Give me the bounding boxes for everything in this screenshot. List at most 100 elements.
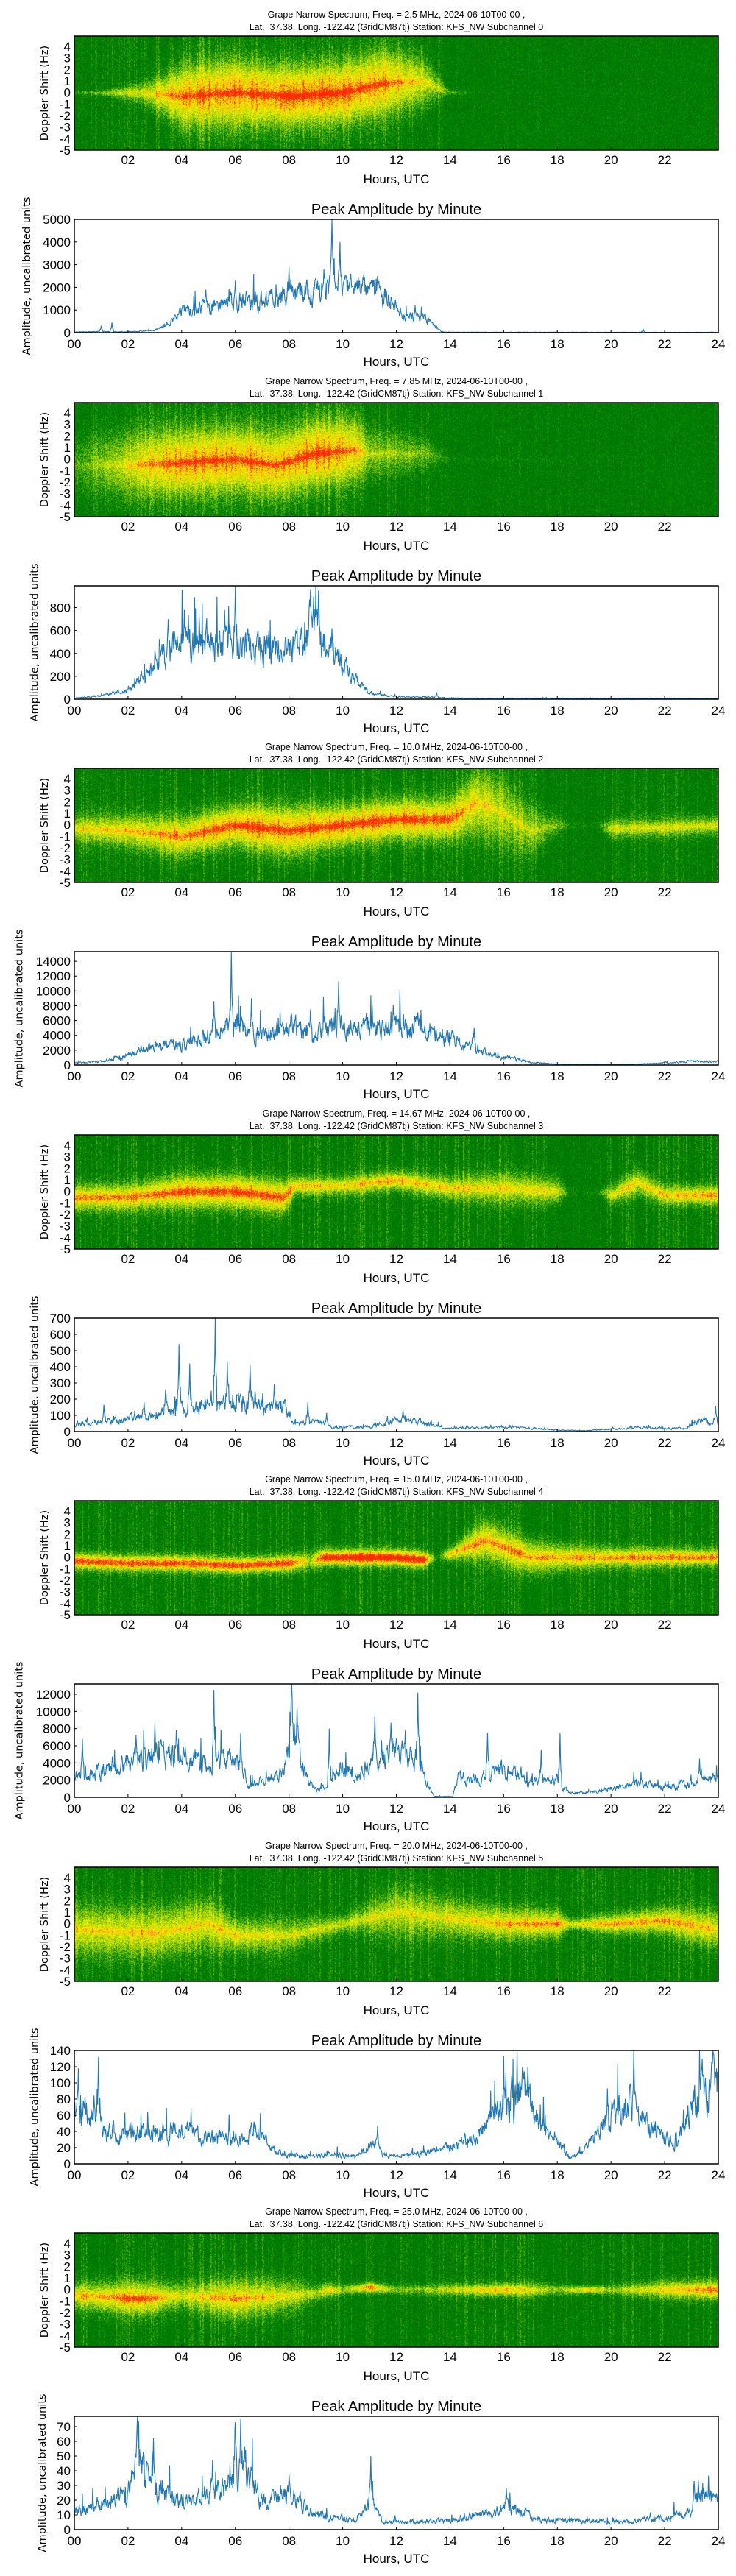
spectrogram-x-tick-label: 10 xyxy=(336,885,350,899)
amplitude-x-tick-label: 06 xyxy=(228,1069,242,1083)
panel-0: Grape Narrow Spectrum, Freq. = 2.5 MHz, … xyxy=(0,0,736,369)
spectrogram-x-tick-label: 08 xyxy=(282,885,296,899)
amplitude-title: Peak Amplitude by Minute xyxy=(311,202,481,218)
amplitude-y-tick-label: 4000 xyxy=(43,1756,71,1770)
amplitude-x-tick-label: 10 xyxy=(336,1069,350,1083)
spectrogram-x-tick-label: 10 xyxy=(336,2350,350,2364)
spectrogram-y-tick-label: -5 xyxy=(60,510,71,524)
amplitude-y-tick-label: 50 xyxy=(57,2449,71,2463)
spectrogram-x-axis-label: Hours, UTC xyxy=(364,2003,430,2017)
amplitude-x-tick-label: 18 xyxy=(551,337,565,351)
spectrogram-x-tick-label: 18 xyxy=(551,520,565,534)
amplitude-y-axis-label: Amplitude, uncalibrated units xyxy=(21,197,33,355)
amplitude-x-tick-label: 24 xyxy=(712,2168,726,2182)
amplitude-y-tick-label: 800 xyxy=(50,601,71,615)
spectrogram-x-tick-label: 22 xyxy=(658,520,672,534)
spectrogram-x-tick-label: 12 xyxy=(389,1252,403,1266)
amplitude-x-tick-label: 16 xyxy=(497,2534,511,2548)
spectrogram-x-tick-label: 04 xyxy=(174,1618,188,1632)
spectrogram-y-tick-label: 4 xyxy=(64,406,71,420)
amplitude-x-tick-label: 10 xyxy=(336,2534,350,2548)
amplitude-x-tick-label: 08 xyxy=(282,2168,296,2182)
spectrogram-x-tick-label: 22 xyxy=(658,1618,672,1632)
amplitude-y-tick-label: 0 xyxy=(64,1425,71,1439)
amplitude-plot-area xyxy=(74,2050,718,2164)
amplitude-x-tick-label: 06 xyxy=(228,704,242,718)
amplitude-x-tick-label: 04 xyxy=(174,1436,188,1450)
amplitude-x-tick-label: 06 xyxy=(228,2534,242,2548)
amplitude-x-tick-label: 04 xyxy=(174,337,188,351)
amplitude-y-tick-label: 4000 xyxy=(43,1029,71,1043)
amplitude-y-axis-label: Amplitude, uncalibrated units xyxy=(29,1295,41,1454)
panel-1: Grape Narrow Spectrum, Freq. = 7.85 MHz,… xyxy=(0,367,736,735)
spectrogram-y-axis-label: Doppler Shift (Hz) xyxy=(39,2243,51,2338)
amplitude-x-tick-label: 10 xyxy=(336,1436,350,1450)
amplitude-x-tick-label: 10 xyxy=(336,337,350,351)
amplitude-x-tick-label: 02 xyxy=(121,337,135,351)
amplitude-x-tick-label: 06 xyxy=(228,1802,242,1816)
amplitude-title: Peak Amplitude by Minute xyxy=(311,2399,481,2415)
amplitude-y-tick-label: 70 xyxy=(57,2420,71,2434)
spectrogram-x-tick-label: 16 xyxy=(497,1252,511,1266)
spectrogram-x-tick-label: 20 xyxy=(604,153,618,167)
spectrogram-heatmap xyxy=(74,1866,718,1981)
amplitude-x-tick-label: 02 xyxy=(121,1436,135,1450)
spectrogram-y-tick-label: 0 xyxy=(64,2283,71,2297)
spectrogram-heatmap xyxy=(74,36,718,150)
amplitude-x-tick-label: 18 xyxy=(551,1436,565,1450)
amplitude-plot-area xyxy=(74,585,718,699)
amplitude-x-tick-label: 06 xyxy=(228,2168,242,2182)
amplitude-y-tick-label: 2000 xyxy=(43,1044,71,1058)
spectrogram-x-tick-label: 06 xyxy=(228,2350,242,2364)
amplitude-x-tick-label: 06 xyxy=(228,337,242,351)
spectrogram-x-tick-label: 04 xyxy=(174,885,188,899)
amplitude-x-tick-label: 12 xyxy=(389,2168,403,2182)
amplitude-x-axis-label: Hours, UTC xyxy=(364,721,430,735)
spectrogram-y-tick-label: -4 xyxy=(60,1596,71,1610)
amplitude-x-tick-label: 16 xyxy=(497,704,511,718)
spectrogram-title-line2: Lat. 37.38, Long. -122.42 (GridCM87tj) S… xyxy=(249,1853,544,1864)
amplitude-y-tick-label: 100 xyxy=(50,1409,71,1423)
spectrogram-frame xyxy=(74,1866,719,1982)
spectrogram-x-tick-label: 06 xyxy=(228,520,242,534)
spectrogram-y-tick-label: 4 xyxy=(64,1139,71,1153)
amplitude-x-tick-label: 24 xyxy=(712,2534,726,2548)
amplitude-y-tick-label: 400 xyxy=(50,1360,71,1374)
amplitude-y-axis-label: Amplitude, uncalibrated units xyxy=(37,2394,49,2552)
panel-axes: 02 04 06 08 10 12 14 16 18 20 22-5-4-3-2-101234Hou… xyxy=(14,768,725,1101)
amplitude-title: Peak Amplitude by Minute xyxy=(311,1301,481,1317)
spectrogram-y-tick-label: 2 xyxy=(64,795,71,809)
amplitude-y-axis-label: Amplitude, uncalibrated units xyxy=(14,930,26,1088)
spectrogram-x-tick-label: 02 xyxy=(121,153,135,167)
amplitude-y-tick-label: 0 xyxy=(64,1058,71,1072)
amplitude-y-tick-label: 80 xyxy=(57,2092,71,2106)
amplitude-y-tick-label: 1000 xyxy=(43,303,71,317)
spectrogram-y-tick-label: -5 xyxy=(60,1975,71,1989)
amplitude-x-tick-label: 22 xyxy=(658,704,672,718)
spectrogram-x-tick-label: 04 xyxy=(174,520,188,534)
spectrogram-y-tick-label: -4 xyxy=(60,2329,71,2343)
panel-axes: 02 04 06 08 10 12 14 16 18 20 22-5-4-3-2-101234Hou… xyxy=(37,2232,726,2566)
spectrogram-x-tick-label: 12 xyxy=(389,1984,403,1998)
amplitude-y-tick-label: 5000 xyxy=(43,213,71,227)
spectrogram-x-tick-label: 20 xyxy=(604,520,618,534)
amplitude-plot-area xyxy=(74,2416,718,2530)
spectrogram-x-tick-label: 14 xyxy=(443,1618,457,1632)
spectrogram-y-tick-label: 0 xyxy=(64,86,71,100)
panel-5: Grape Narrow Spectrum, Freq. = 20.0 MHz,… xyxy=(0,1831,736,2200)
amplitude-y-tick-label: 12000 xyxy=(36,969,71,983)
amplitude-title: Peak Amplitude by Minute xyxy=(311,2033,481,2049)
amplitude-x-tick-label: 14 xyxy=(443,704,457,718)
panel-6: Grape Narrow Spectrum, Freq. = 25.0 MHz,… xyxy=(0,2197,736,2566)
spectrogram-y-tick-label: -2 xyxy=(60,475,71,489)
amplitude-series-line xyxy=(74,2416,718,2527)
amplitude-x-tick-label: 20 xyxy=(604,1802,618,1816)
spectrogram-x-tick-label: 14 xyxy=(443,520,457,534)
amplitude-title: Peak Amplitude by Minute xyxy=(311,1666,481,1682)
amplitude-x-tick-label: 12 xyxy=(389,704,403,718)
amplitude-x-tick-label: 02 xyxy=(121,704,135,718)
amplitude-x-tick-label: 16 xyxy=(497,1436,511,1450)
spectrogram-y-axis-label: Doppler Shift (Hz) xyxy=(39,46,51,141)
spectrogram-y-tick-label: 0 xyxy=(64,1551,71,1565)
amplitude-series-line xyxy=(74,1317,718,1432)
